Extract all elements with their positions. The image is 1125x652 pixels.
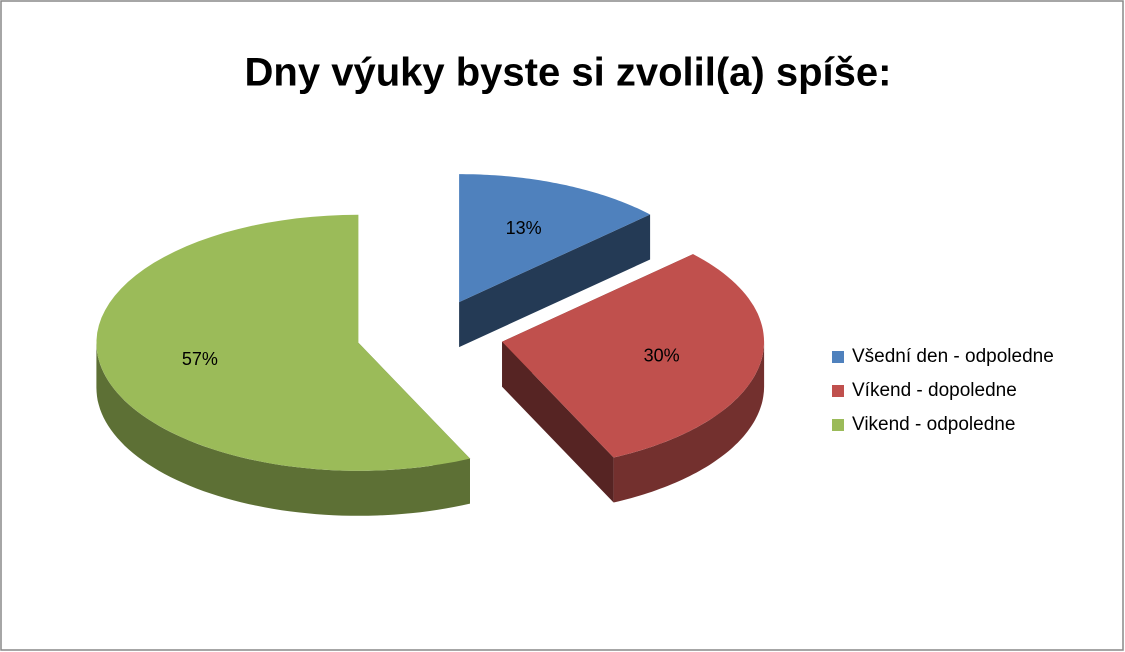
- slice-side: [502, 341, 614, 503]
- legend-swatch: [832, 419, 844, 431]
- data-label: 13%: [506, 218, 542, 238]
- slice-side: [459, 214, 651, 348]
- slice: [502, 254, 765, 458]
- legend-label: Vikend - odpoledne: [852, 414, 1015, 435]
- chart-title: Dny výuky byste si zvolil(a) spíše:: [245, 51, 892, 95]
- data-label: 30%: [644, 345, 680, 365]
- slice: [96, 214, 470, 471]
- legend-label: Všední den - odpoledne: [852, 346, 1054, 367]
- legend-swatch: [832, 351, 844, 363]
- slice: [459, 174, 651, 303]
- legend-swatch: [832, 385, 844, 397]
- legend-label: Víkend - dopoledne: [852, 380, 1017, 401]
- slice-side: [613, 341, 765, 503]
- slice-side: [96, 342, 471, 516]
- data-label: 57%: [182, 349, 218, 369]
